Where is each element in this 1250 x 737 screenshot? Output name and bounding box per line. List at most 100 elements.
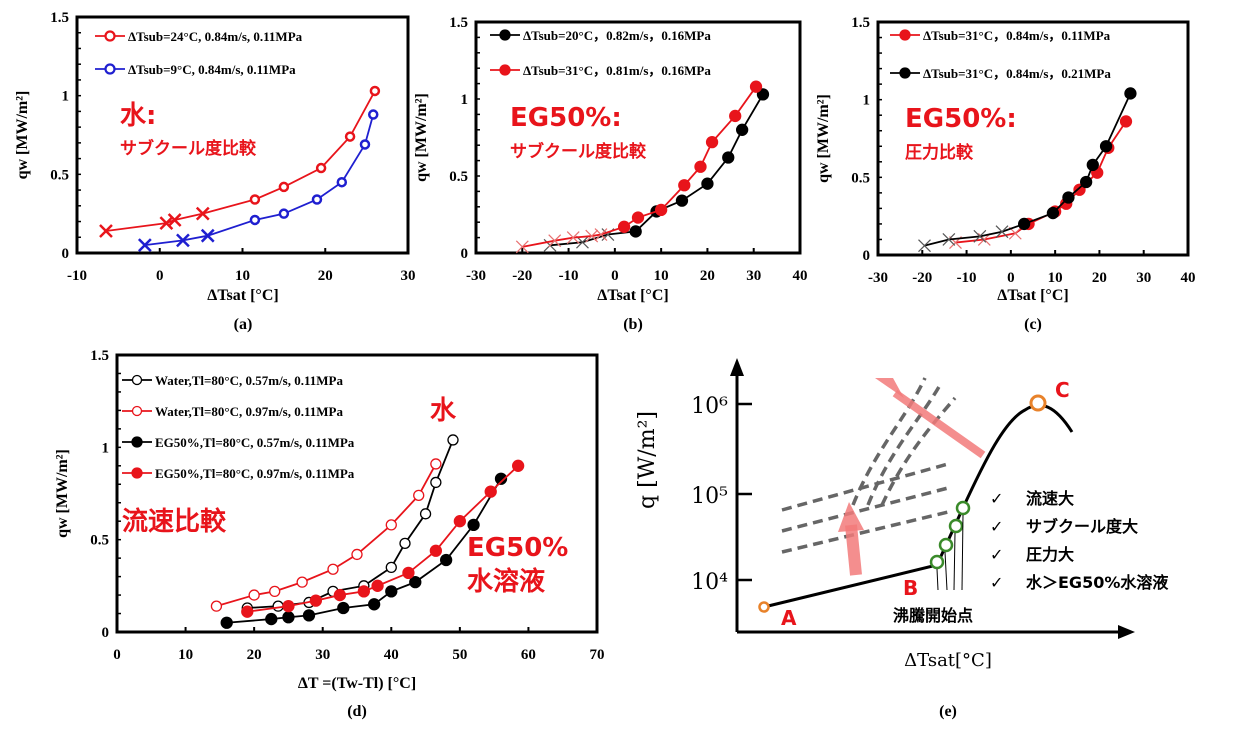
series-line — [226, 478, 502, 624]
dashed-guide-line — [781, 510, 949, 554]
cross-stroke — [594, 228, 608, 241]
data-point — [447, 434, 459, 446]
data-point — [467, 518, 480, 532]
panel-label: (d) — [347, 703, 367, 720]
cross-stroke — [585, 229, 599, 243]
y-tick-label: 0 — [62, 246, 70, 262]
annotation-text: 流速比較 — [122, 506, 227, 537]
cross-stroke — [195, 206, 210, 221]
x-tick-label: 10 — [235, 268, 250, 284]
point-label-b: B — [903, 576, 918, 600]
data-point — [351, 548, 363, 561]
data-point — [278, 208, 290, 219]
data-point — [453, 515, 467, 528]
panel-label: (e) — [939, 703, 957, 720]
legend-label: ΔTsub=31°C，0.81m/s，0.16MPa — [523, 63, 711, 78]
data-point — [302, 609, 316, 622]
onset-arrow — [953, 532, 956, 591]
y-tick-label: 0.5 — [90, 533, 109, 549]
data-point-cross — [515, 240, 529, 254]
legend-marker — [499, 64, 511, 76]
data-point — [241, 605, 254, 618]
data-point — [1062, 191, 1075, 204]
checklist-item: 水＞EG50%水溶液 — [1026, 573, 1169, 592]
data-point — [678, 179, 691, 192]
check-icon: ✓ — [990, 489, 1003, 508]
x-tick-label: 40 — [793, 268, 808, 284]
data-point-cross — [99, 224, 113, 238]
y-tick-label: 0 — [102, 625, 110, 641]
trend-arrow-up-shaft — [845, 524, 862, 576]
data-point-cross — [159, 216, 174, 230]
data-point — [511, 459, 525, 472]
data-point — [249, 194, 261, 205]
legend-marker — [899, 29, 911, 41]
data-point-cross — [176, 233, 190, 248]
legend-marker — [131, 374, 143, 386]
data-point-cross — [137, 238, 152, 253]
dashed-guide-curve — [866, 384, 942, 506]
cross-stroke — [995, 225, 1009, 239]
panel-d: 0 0.5 1 1.5 0 10 20 30 40 50 60 70 ΔT =(Tw-Tl) [°C] q… — [54, 348, 605, 720]
data-point — [357, 585, 371, 598]
x-tick-label: 30 — [1136, 270, 1151, 286]
legend-label: ΔTsub=20°C，0.82m/s，0.16MPa — [523, 28, 711, 43]
data-point-cross — [566, 231, 580, 245]
data-point — [409, 575, 422, 589]
data-point — [336, 176, 348, 188]
checklist-item: 流速大 — [1026, 489, 1074, 508]
data-point — [439, 553, 453, 567]
data-point — [371, 579, 384, 592]
data-point-cross — [548, 234, 562, 248]
data-point — [278, 181, 290, 193]
data-point-cross — [942, 233, 956, 246]
data-point — [484, 485, 497, 498]
y-tick-label: 1 — [62, 89, 70, 105]
x-tick-label: 20 — [1092, 270, 1107, 286]
trend-arrow-left-head — [875, 378, 904, 398]
cross-stroke — [566, 231, 580, 245]
x-tick-label: 50 — [452, 647, 467, 663]
y-axis-label: qw [MW/m²] — [14, 91, 31, 180]
y-axis-label: qw [MW/m²] — [413, 93, 430, 182]
data-point — [729, 109, 742, 123]
data-point — [430, 476, 442, 489]
cross-stroke — [576, 235, 589, 249]
y-tick-label: 10⁴ — [691, 570, 728, 595]
legend-label: ΔTsub=31°C，0.84m/s，0.21MPa — [923, 66, 1111, 81]
data-point — [385, 585, 398, 598]
x-tick-label: 20 — [700, 268, 715, 284]
onset-label: 沸騰開始点 — [893, 606, 973, 625]
data-point — [1099, 140, 1113, 153]
data-point-cross — [973, 229, 987, 243]
annotation-text: 水溶液 — [467, 566, 545, 597]
data-point — [701, 177, 714, 190]
data-point — [1046, 206, 1060, 220]
point-label-c: C — [1055, 378, 1070, 402]
y-axis-label: qw [MW/m²] — [54, 449, 71, 538]
cross-stroke — [200, 228, 215, 243]
y-axis-arrowhead — [730, 358, 744, 376]
data-point — [1073, 183, 1086, 196]
data-point — [749, 80, 763, 93]
panel-a: 0 0.5 1 1.5 -10 0 10 20 30 ΔTsat [°C] qw [MW/m²] (a… — [14, 10, 416, 333]
point-c-marker — [1029, 394, 1047, 412]
data-point — [399, 537, 411, 550]
x-tick-label: -20 — [512, 268, 532, 284]
y-axis-label: q [W/m²] — [635, 411, 660, 509]
data-point — [402, 566, 415, 580]
onset-point — [938, 537, 954, 553]
data-point — [337, 601, 350, 615]
cross-stroke — [176, 233, 190, 248]
annotation-text: サブクール度比較 — [120, 138, 257, 159]
legend-marker — [499, 29, 511, 41]
boiling-curve — [763, 403, 1074, 609]
data-point — [385, 561, 397, 574]
data-point-cross — [995, 225, 1009, 239]
data-point-cross — [195, 206, 210, 221]
data-point — [419, 508, 432, 520]
x-tick-label: 10 — [654, 268, 669, 284]
data-point — [1124, 87, 1137, 100]
legend-marker — [104, 63, 116, 75]
